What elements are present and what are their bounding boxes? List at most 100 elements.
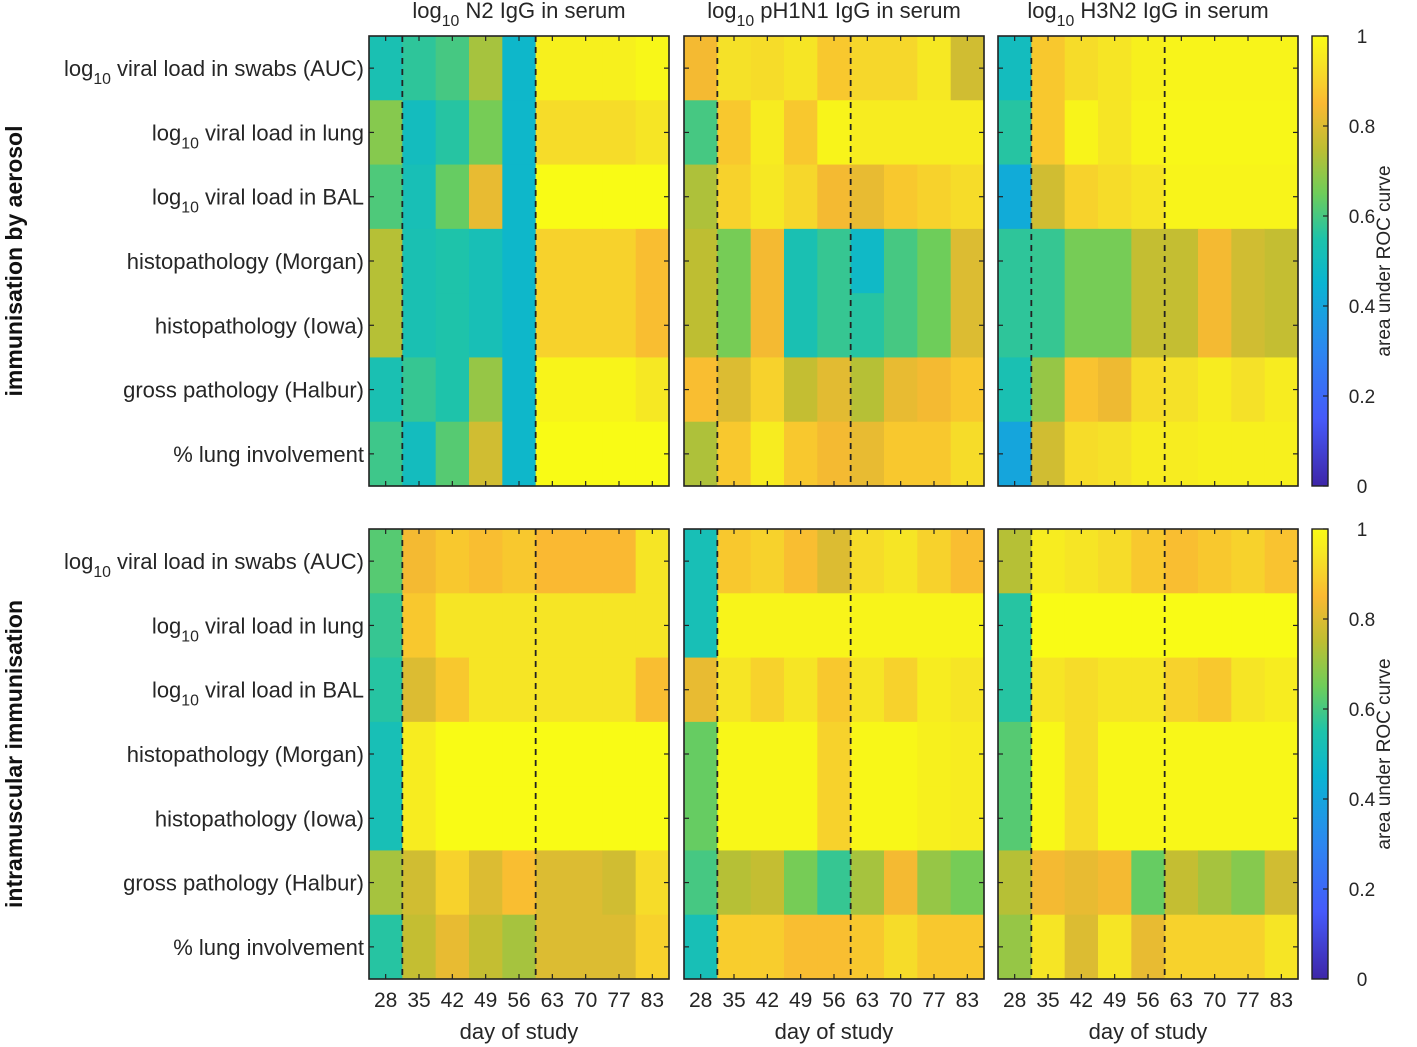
heatmap-cell — [1064, 593, 1099, 659]
heatmap-cell — [784, 593, 818, 659]
heatmap-cell — [684, 100, 718, 166]
x-axis-label: day of study — [775, 1019, 894, 1044]
heatmap-cell — [850, 293, 885, 359]
heatmap-cell — [750, 228, 785, 294]
heatmap-cell — [1131, 36, 1166, 101]
heatmap-cell — [998, 293, 1032, 359]
heatmap-cell — [998, 657, 1032, 723]
row-label-gross-pathology-halbur: gross pathology (Halbur) — [123, 871, 364, 896]
heatmap-cell — [402, 721, 437, 787]
heatmap-cell — [402, 421, 437, 487]
heatmap-cell — [469, 721, 503, 787]
heatmap-cell — [850, 657, 885, 723]
heatmap-cell — [469, 786, 503, 852]
heatmap-cell — [784, 164, 818, 230]
heatmap-cell — [850, 421, 885, 487]
heatmap-cell — [1264, 36, 1299, 101]
heatmap-cell — [817, 357, 852, 423]
heatmap-cell — [569, 914, 603, 980]
colorbar-tick-label: 0.8 — [1349, 610, 1375, 631]
heatmap-cell — [435, 529, 470, 594]
heatmap-cell — [402, 593, 437, 659]
heatmap-cell — [369, 657, 403, 723]
heatmap-cell — [1264, 593, 1299, 659]
heatmap-cell — [1264, 293, 1299, 359]
heatmap-cell — [850, 357, 885, 423]
heatmap-cell — [402, 850, 437, 916]
panel-title-log10-h3n2-igg-in-serum: log10 H3N2 IgG in serum — [1027, 0, 1268, 30]
row-label-log10-viral-load-in-lung: log10 viral load in lung — [152, 613, 364, 645]
heatmap-cell — [502, 228, 537, 294]
heatmap-cell — [535, 100, 570, 166]
heatmap-cell — [1098, 36, 1132, 101]
heatmap-cell — [750, 164, 785, 230]
x-tick-label: 56 — [507, 989, 530, 1012]
heatmap-cell — [1164, 36, 1199, 101]
heatmap-cell — [1164, 657, 1199, 723]
heatmap-cell — [750, 593, 785, 659]
heatmap-cell — [998, 164, 1032, 230]
heatmap-cell — [850, 593, 885, 659]
heatmap-cell — [1231, 914, 1266, 980]
heatmap-cell — [884, 293, 918, 359]
heatmap-cell — [884, 164, 918, 230]
heatmap-cell — [369, 786, 403, 852]
heatmap-cell — [369, 914, 403, 980]
heatmap-cell — [884, 529, 918, 594]
heatmap-cell — [502, 593, 537, 659]
heatmap-cell — [917, 357, 952, 423]
heatmap-cell — [784, 228, 818, 294]
heatmap-cell — [917, 100, 952, 166]
heatmap-cell — [1164, 357, 1199, 423]
heatmap-cell — [635, 657, 670, 723]
x-tick-label: 35 — [722, 989, 745, 1012]
heatmap-cell — [535, 850, 570, 916]
heatmap-cell — [1264, 786, 1299, 852]
heatmap-cell — [817, 914, 852, 980]
x-tick-label: 28 — [374, 989, 397, 1012]
heatmap-cell — [950, 100, 985, 166]
heatmap-cell — [602, 657, 637, 723]
heatmap-cell — [1064, 850, 1099, 916]
heatmap-cell — [635, 593, 670, 659]
heatmap-cell — [684, 721, 718, 787]
row-label-log10-viral-load-in-bal: log10 viral load in BAL — [152, 678, 364, 710]
heatmap-cell — [1031, 293, 1066, 359]
heatmap-cell — [917, 850, 952, 916]
heatmap-cell — [635, 228, 670, 294]
heatmap-cell — [1131, 357, 1166, 423]
heatmap-cell — [502, 721, 537, 787]
heatmap-cell — [817, 36, 852, 101]
heatmap-cell — [784, 721, 818, 787]
heatmap-cell — [1231, 786, 1266, 852]
x-tick-label: 63 — [856, 989, 879, 1012]
colorbar — [1311, 528, 1329, 980]
x-tick-label: 83 — [641, 989, 664, 1012]
x-tick-label: 49 — [789, 989, 812, 1012]
heatmap-cell — [998, 914, 1032, 980]
row-label-lung-involvement: % lung involvement — [173, 935, 364, 960]
heatmap-cell — [602, 100, 637, 166]
heatmap-cell — [435, 721, 470, 787]
heatmap-cell — [684, 529, 718, 594]
x-tick-label: 63 — [541, 989, 564, 1012]
heatmap-cell — [717, 164, 752, 230]
heatmap-cell — [817, 529, 852, 594]
heatmap-cell — [717, 529, 752, 594]
heatmap-cell — [1131, 721, 1166, 787]
heatmap-cell — [602, 293, 637, 359]
heatmap-cell — [1264, 721, 1299, 787]
heatmap-cell — [717, 657, 752, 723]
heatmap-cell — [1198, 657, 1232, 723]
heatmap-cell — [569, 593, 603, 659]
heatmap-cell — [1098, 357, 1132, 423]
heatmap-cell — [1131, 293, 1166, 359]
heatmap-cell — [917, 228, 952, 294]
colorbar-tick-label: 0 — [1357, 970, 1368, 991]
x-tick-label: 56 — [822, 989, 845, 1012]
heatmap-cell — [569, 100, 603, 166]
heatmap-cell — [950, 529, 985, 594]
x-tick-label: 77 — [607, 989, 630, 1012]
heatmap-cell — [535, 914, 570, 980]
heatmap-cell — [684, 293, 718, 359]
